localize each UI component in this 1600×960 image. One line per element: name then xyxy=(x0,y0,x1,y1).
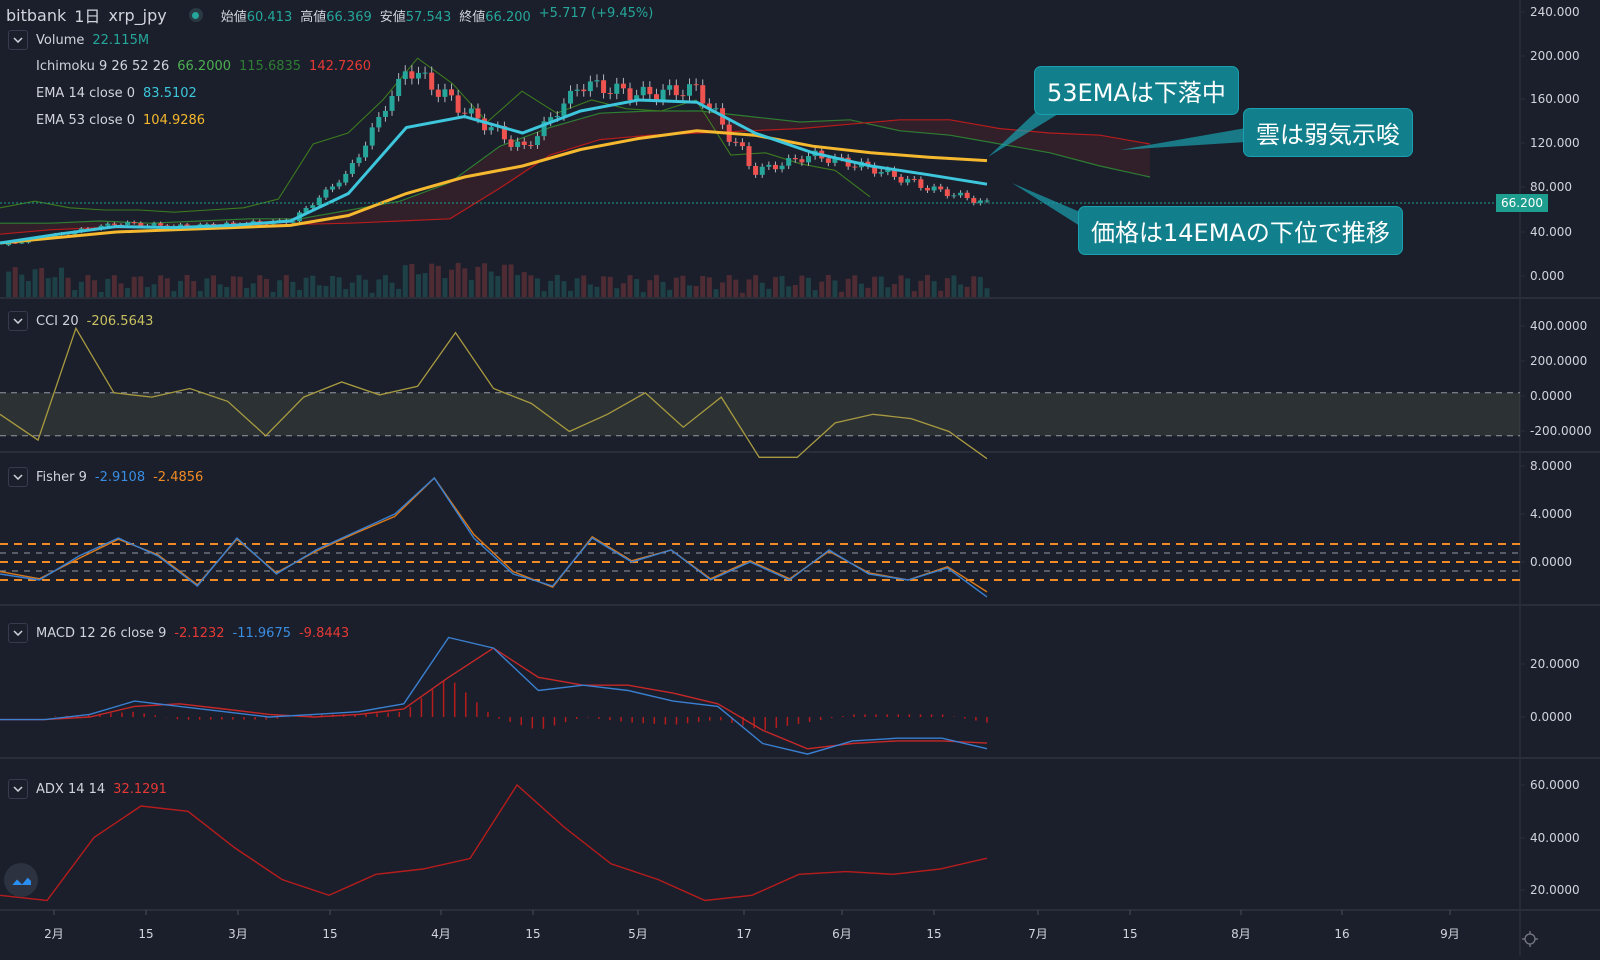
svg-text:0.000: 0.000 xyxy=(1530,269,1564,283)
svg-text:0.0000: 0.0000 xyxy=(1530,555,1572,569)
ichimoku-value-1: 66.2000 xyxy=(177,59,232,74)
collapse-adx-button[interactable] xyxy=(8,779,28,799)
svg-text:4月: 4月 xyxy=(431,927,451,941)
svg-text:40.0000: 40.0000 xyxy=(1530,831,1580,845)
collapse-cci-button[interactable] xyxy=(8,311,28,331)
ema53-legend[interactable]: EMA 53 close 0 104.9286 xyxy=(36,113,205,128)
adx-label: ADX 14 14 xyxy=(36,781,106,797)
fisher-legend: Fisher 9 -2.9108 -2.4856 xyxy=(8,467,203,487)
svg-text:15: 15 xyxy=(322,927,337,941)
ema14-value: 83.5102 xyxy=(143,86,197,101)
collapse-legend-button[interactable] xyxy=(8,30,28,50)
settings-gear-icon[interactable] xyxy=(1521,930,1539,948)
chevron-down-icon xyxy=(13,786,23,792)
svg-text:16: 16 xyxy=(1334,927,1349,941)
chevron-down-icon xyxy=(13,474,23,480)
svg-text:15: 15 xyxy=(926,927,941,941)
svg-text:15: 15 xyxy=(1122,927,1137,941)
svg-text:9月: 9月 xyxy=(1440,927,1460,941)
annotation-cloud[interactable]: 雲は弱気示唆 xyxy=(1243,108,1413,157)
svg-text:6月: 6月 xyxy=(832,927,852,941)
collapse-macd-button[interactable] xyxy=(8,623,28,643)
macd-label: MACD 12 26 close 9 xyxy=(36,625,167,641)
ohlc-close: 終値66.200 xyxy=(459,9,531,25)
ichimoku-legend[interactable]: Ichimoku 9 26 52 26 66.2000 115.6835 142… xyxy=(36,59,371,74)
cci-legend: CCI 20 -206.5643 xyxy=(8,311,153,331)
svg-text:80.000: 80.000 xyxy=(1530,180,1572,194)
svg-text:3月: 3月 xyxy=(228,927,248,941)
ichimoku-value-2: 115.6835 xyxy=(239,59,302,74)
ema14-legend[interactable]: EMA 14 close 0 83.5102 xyxy=(36,86,197,101)
ohlc-values: 始値60.413 高値66.369 安値57.543 終値66.200 +5.7… xyxy=(221,6,654,25)
svg-text:2月: 2月 xyxy=(44,927,64,941)
cci-label: CCI 20 xyxy=(36,313,79,329)
svg-text:0.0000: 0.0000 xyxy=(1530,710,1572,724)
svg-text:8.0000: 8.0000 xyxy=(1530,459,1572,473)
cloud-logo-icon xyxy=(10,876,31,886)
svg-text:0.0000: 0.0000 xyxy=(1530,389,1572,403)
svg-text:160.000: 160.000 xyxy=(1530,92,1580,106)
annotation-price-ema14[interactable]: 価格は14EMAの下位で推移 xyxy=(1078,206,1403,255)
svg-text:20.0000: 20.0000 xyxy=(1530,883,1580,897)
fisher-label: Fisher 9 xyxy=(36,469,87,485)
ema53-value: 104.9286 xyxy=(143,113,206,128)
svg-text:8月: 8月 xyxy=(1231,927,1251,941)
svg-text:200.0000: 200.0000 xyxy=(1530,354,1587,368)
exchange-name[interactable]: bitbank xyxy=(6,5,67,25)
price-change: +5.717 (+9.45%) xyxy=(538,5,654,21)
symbol-header: bitbank 1日 xrp_jpy 始値60.413 高値66.369 安値5… xyxy=(6,3,653,27)
fisher-trigger-value: -2.4856 xyxy=(153,469,204,485)
macd-legend: MACD 12 26 close 9 -2.1232 -11.9675 -9.8… xyxy=(8,623,349,643)
interval-label[interactable]: 1日 xyxy=(74,7,101,26)
chevron-down-icon xyxy=(13,630,23,636)
market-status-icon xyxy=(188,8,203,22)
macd-value: -11.9675 xyxy=(232,625,291,641)
fisher-value: -2.9108 xyxy=(94,469,146,485)
volume-legend: Volume 22.115M xyxy=(8,30,149,50)
tradingview-logo[interactable] xyxy=(4,863,38,897)
ohlc-open: 始値60.413 xyxy=(220,9,293,25)
svg-text:60.0000: 60.0000 xyxy=(1530,778,1580,792)
annotation-53ema[interactable]: 53EMAは下落中 xyxy=(1034,66,1239,115)
svg-text:400.0000: 400.0000 xyxy=(1530,319,1587,333)
svg-text:200.000: 200.000 xyxy=(1530,49,1580,63)
svg-text:-200.0000: -200.0000 xyxy=(1530,424,1592,438)
macd-hist-value: -2.1232 xyxy=(174,625,225,641)
svg-text:15: 15 xyxy=(525,927,540,941)
ichimoku-label: Ichimoku 9 26 52 26 xyxy=(36,59,170,74)
chevron-down-icon xyxy=(13,37,23,43)
volume-value: 22.115M xyxy=(92,32,150,48)
ohlc-low: 安値57.543 xyxy=(379,9,452,25)
adx-legend: ADX 14 14 32.1291 xyxy=(8,779,167,799)
svg-text:5月: 5月 xyxy=(628,927,648,941)
svg-text:17: 17 xyxy=(736,927,751,941)
ema53-label: EMA 53 close 0 xyxy=(36,113,136,128)
ohlc-high: 高値66.369 xyxy=(300,9,372,25)
svg-text:20.0000: 20.0000 xyxy=(1530,657,1580,671)
macd-signal-value: -9.8443 xyxy=(298,625,350,641)
ichimoku-value-3: 142.7260 xyxy=(309,59,372,74)
volume-label: Volume xyxy=(36,32,85,48)
svg-text:7月: 7月 xyxy=(1028,927,1048,941)
svg-text:15: 15 xyxy=(138,927,153,941)
cci-value: -206.5643 xyxy=(86,313,154,329)
symbol-name[interactable]: xrp_jpy xyxy=(108,5,167,25)
collapse-fisher-button[interactable] xyxy=(8,467,28,487)
svg-text:120.000: 120.000 xyxy=(1530,136,1580,150)
chevron-down-icon xyxy=(13,318,23,324)
ema14-label: EMA 14 close 0 xyxy=(36,86,136,101)
svg-text:4.0000: 4.0000 xyxy=(1530,507,1572,521)
last-price-label: 66.200 xyxy=(1496,194,1548,212)
svg-text:40.000: 40.000 xyxy=(1530,225,1572,239)
svg-text:240.000: 240.000 xyxy=(1530,5,1580,19)
adx-value: 32.1291 xyxy=(113,781,167,797)
